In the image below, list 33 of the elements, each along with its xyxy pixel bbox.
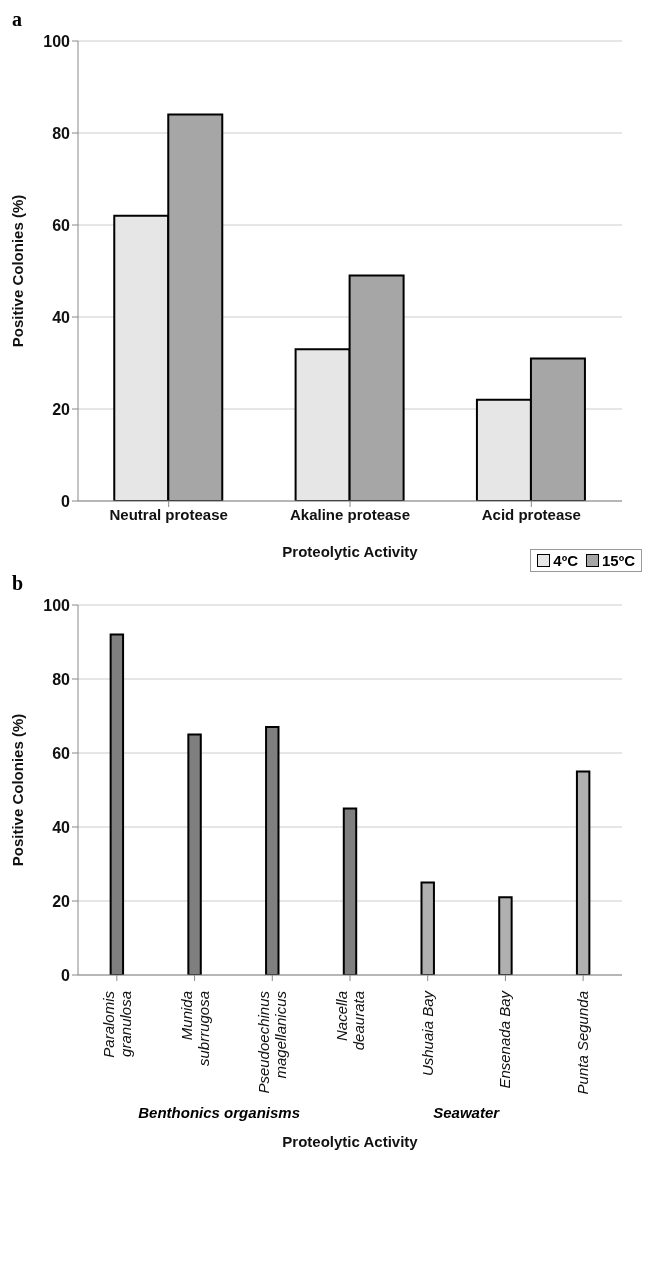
x-tick-label: Paralomis granulosa	[99, 990, 134, 1058]
chart-title: b	[12, 572, 25, 595]
y-tick-label: 60	[52, 744, 71, 762]
bar	[498, 896, 513, 975]
y-tick-label: 100	[43, 596, 71, 614]
y-axis-title: Positive Colonies (%)	[9, 713, 27, 867]
y-axis-title: Positive Colonies (%)	[9, 194, 27, 348]
x-tick-label: Acid protease	[481, 505, 581, 523]
legend-label: 15ºC	[601, 552, 635, 569]
x-tick-label: Nacella deaurata	[333, 991, 367, 1051]
x-axis-title: Proteolytic Activity	[282, 543, 419, 560]
x-tick-label: Neutral protease	[109, 505, 228, 523]
x-tick-label: Punta Segunda	[574, 991, 592, 1095]
y-tick-label: 100	[43, 32, 71, 50]
x-tick-label: Akaline protease	[289, 505, 411, 523]
y-tick-label: 20	[52, 400, 71, 418]
y-tick-label: 80	[52, 124, 71, 142]
y-tick-label: 60	[52, 216, 71, 234]
text: Benthonics organisms	[137, 1104, 301, 1121]
y-tick-label: 20	[52, 892, 71, 910]
y-tick-label: 80	[52, 670, 71, 688]
x-tick-label: Ensenada Bay	[496, 989, 514, 1089]
y-tick-label: 0	[61, 492, 71, 510]
bar	[575, 770, 591, 975]
bar	[420, 881, 435, 975]
y-tick-label: 40	[52, 308, 71, 326]
text: Seawater	[432, 1104, 501, 1121]
legend-label: 4ºC	[552, 552, 578, 569]
x-tick-label: Ushuaia Bay	[418, 989, 436, 1077]
chart-title: a	[12, 8, 23, 31]
y-tick-label: 0	[61, 966, 71, 984]
x-axis-title: Proteolytic Activity	[282, 1133, 419, 1150]
y-tick-label: 40	[52, 818, 71, 836]
